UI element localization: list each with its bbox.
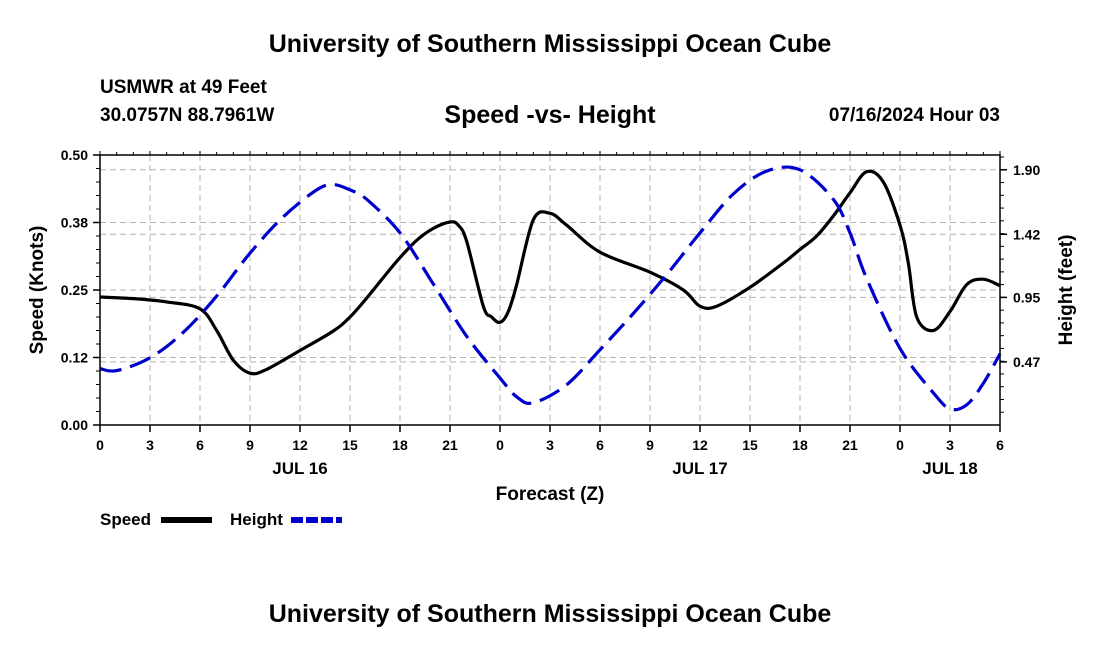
x-tick-label: 3 xyxy=(946,437,954,453)
x-tick-label: 21 xyxy=(442,437,458,453)
y2-tick-label: 0.95 xyxy=(1013,289,1040,305)
series-lines xyxy=(99,165,1002,412)
x-tick-label: 15 xyxy=(742,437,758,453)
main-title: University of Southern Mississippi Ocean… xyxy=(268,30,832,58)
chart-subtitle: Speed -vs- Height xyxy=(444,101,656,129)
x-tick-label: 12 xyxy=(692,437,708,453)
x-tick-label: 9 xyxy=(246,437,254,453)
footer-title: University of Southern Mississippi Ocean… xyxy=(268,600,832,628)
legend: Speed Height xyxy=(100,510,342,529)
y-tick-label: 0.00 xyxy=(61,417,88,433)
speed-line xyxy=(99,169,1001,376)
y2-tick-label: 1.42 xyxy=(1013,226,1040,242)
x-tick-label: 15 xyxy=(342,437,358,453)
y2-tick-label: 0.47 xyxy=(1013,354,1040,370)
station-name: USMWR at 49 Feet xyxy=(100,77,267,98)
x-tick-label: 18 xyxy=(392,437,408,453)
x-tick-label: 12 xyxy=(292,437,308,453)
axis-ticks xyxy=(93,151,1007,432)
legend-speed-label: Speed xyxy=(100,510,151,529)
axis-labels: 0 3 6 9 12 15 18 21 0 3 6 9 12 15 18 21 0 3 6 JUL 16 JUL 17 J… xyxy=(61,147,1041,478)
y-tick-label: 0.38 xyxy=(61,215,88,231)
y-tick-label: 0.50 xyxy=(61,147,88,163)
x-tick-label: 9 xyxy=(646,437,654,453)
x-tick-label: 0 xyxy=(96,437,104,453)
y-tick-label: 0.12 xyxy=(61,350,88,366)
y-tick-label: 0.25 xyxy=(61,282,88,298)
legend-height-label: Height xyxy=(230,510,283,529)
x-axis-title: Forecast (Z) xyxy=(496,484,605,505)
x-tick-label: 6 xyxy=(996,437,1004,453)
grid-lines xyxy=(100,155,1000,425)
date-label: JUL 17 xyxy=(672,459,727,478)
chart-datetime: 07/16/2024 Hour 03 xyxy=(828,105,1000,126)
x-tick-label: 0 xyxy=(496,437,504,453)
x-tick-label: 3 xyxy=(546,437,554,453)
x-tick-label: 6 xyxy=(596,437,604,453)
y-axis-title: Speed (Knots) xyxy=(27,226,48,355)
x-tick-label: 3 xyxy=(146,437,154,453)
x-tick-label: 21 xyxy=(842,437,858,453)
x-tick-label: 6 xyxy=(196,437,204,453)
y2-axis-title: Height (feet) xyxy=(1056,235,1077,346)
station-coords: 30.0757N 88.7961W xyxy=(100,105,275,126)
x-tick-label: 0 xyxy=(896,437,904,453)
x-tick-label: 18 xyxy=(792,437,808,453)
height-line xyxy=(99,165,1002,412)
date-label: JUL 18 xyxy=(922,459,977,478)
y2-tick-label: 1.90 xyxy=(1013,162,1040,178)
date-label: JUL 16 xyxy=(272,459,327,478)
